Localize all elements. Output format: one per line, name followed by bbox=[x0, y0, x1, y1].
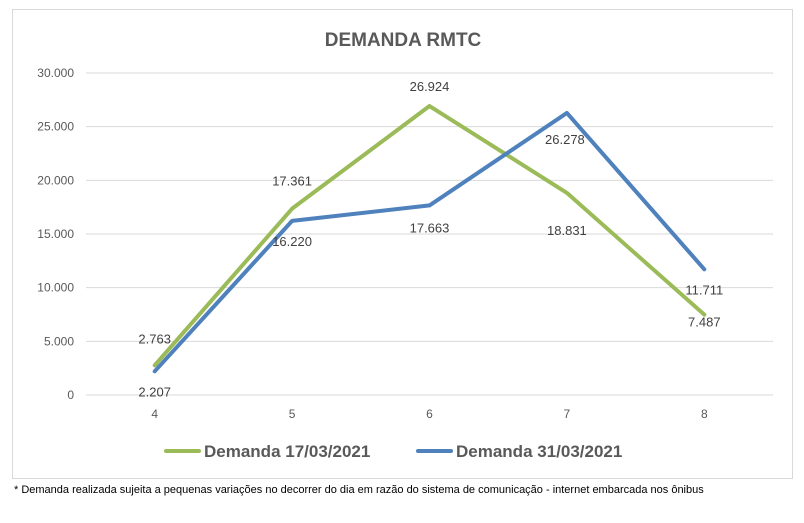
x-tick-label: 5 bbox=[289, 407, 296, 421]
data-label: 17.361 bbox=[272, 174, 312, 189]
x-tick-label: 8 bbox=[701, 407, 708, 421]
data-label: 16.220 bbox=[272, 234, 312, 249]
chart-frame bbox=[12, 9, 793, 479]
chart-title: DEMANDA RMTC bbox=[325, 30, 482, 51]
y-tick-label: 5.000 bbox=[44, 334, 74, 348]
data-label: 26.924 bbox=[410, 79, 450, 94]
series-line-2 bbox=[152, 110, 707, 374]
data-label: 2.207 bbox=[138, 384, 171, 399]
footnote: * Demanda realizada sujeita a pequenas v… bbox=[14, 484, 704, 496]
x-tick-label: 4 bbox=[151, 407, 158, 421]
line-chart: DEMANDA RMTC 0 5.000 10.000 15.000 20.000 25.… bbox=[37, 30, 773, 461]
data-label: 11.711 bbox=[685, 282, 723, 297]
y-tick-label: 15.000 bbox=[37, 227, 74, 241]
data-label: 26.278 bbox=[545, 132, 585, 147]
legend-label-2: Demanda 31/03/2021 bbox=[456, 442, 622, 461]
x-tick-label: 7 bbox=[564, 407, 571, 421]
data-label: 7.487 bbox=[688, 315, 721, 330]
data-label: 2.763 bbox=[138, 331, 171, 346]
y-tick-label: 20.000 bbox=[37, 173, 74, 187]
y-tick-label: 30.000 bbox=[37, 66, 74, 80]
legend-label-1: Demanda 17/03/2021 bbox=[204, 442, 370, 461]
x-tick-label: 6 bbox=[426, 407, 433, 421]
data-label: 18.831 bbox=[547, 223, 587, 238]
series-line-1 bbox=[152, 104, 707, 368]
y-tick-label: 10.000 bbox=[37, 281, 74, 295]
data-label: 17.663 bbox=[410, 220, 450, 235]
y-tick-label: 0 bbox=[67, 388, 74, 402]
y-tick-label: 25.000 bbox=[37, 120, 74, 134]
